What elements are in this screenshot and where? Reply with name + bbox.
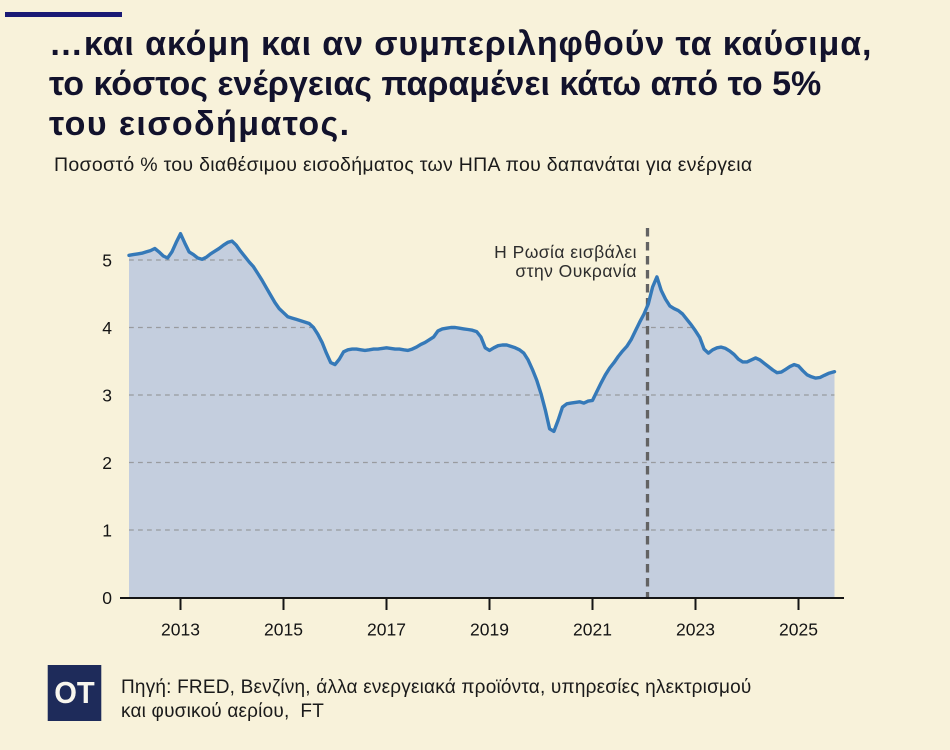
- svg-text:2021: 2021: [573, 620, 612, 640]
- svg-text:5: 5: [102, 250, 112, 270]
- svg-text:4: 4: [102, 318, 112, 338]
- svg-text:3: 3: [102, 385, 112, 405]
- svg-text:2013: 2013: [161, 620, 200, 640]
- svg-text:2025: 2025: [779, 620, 818, 640]
- svg-text:2015: 2015: [264, 620, 303, 640]
- svg-text:1: 1: [102, 520, 112, 540]
- svg-text:2019: 2019: [470, 620, 509, 640]
- svg-text:2: 2: [102, 453, 112, 473]
- svg-text:2023: 2023: [676, 620, 715, 640]
- svg-text:0: 0: [102, 588, 112, 608]
- svg-text:2017: 2017: [367, 620, 406, 640]
